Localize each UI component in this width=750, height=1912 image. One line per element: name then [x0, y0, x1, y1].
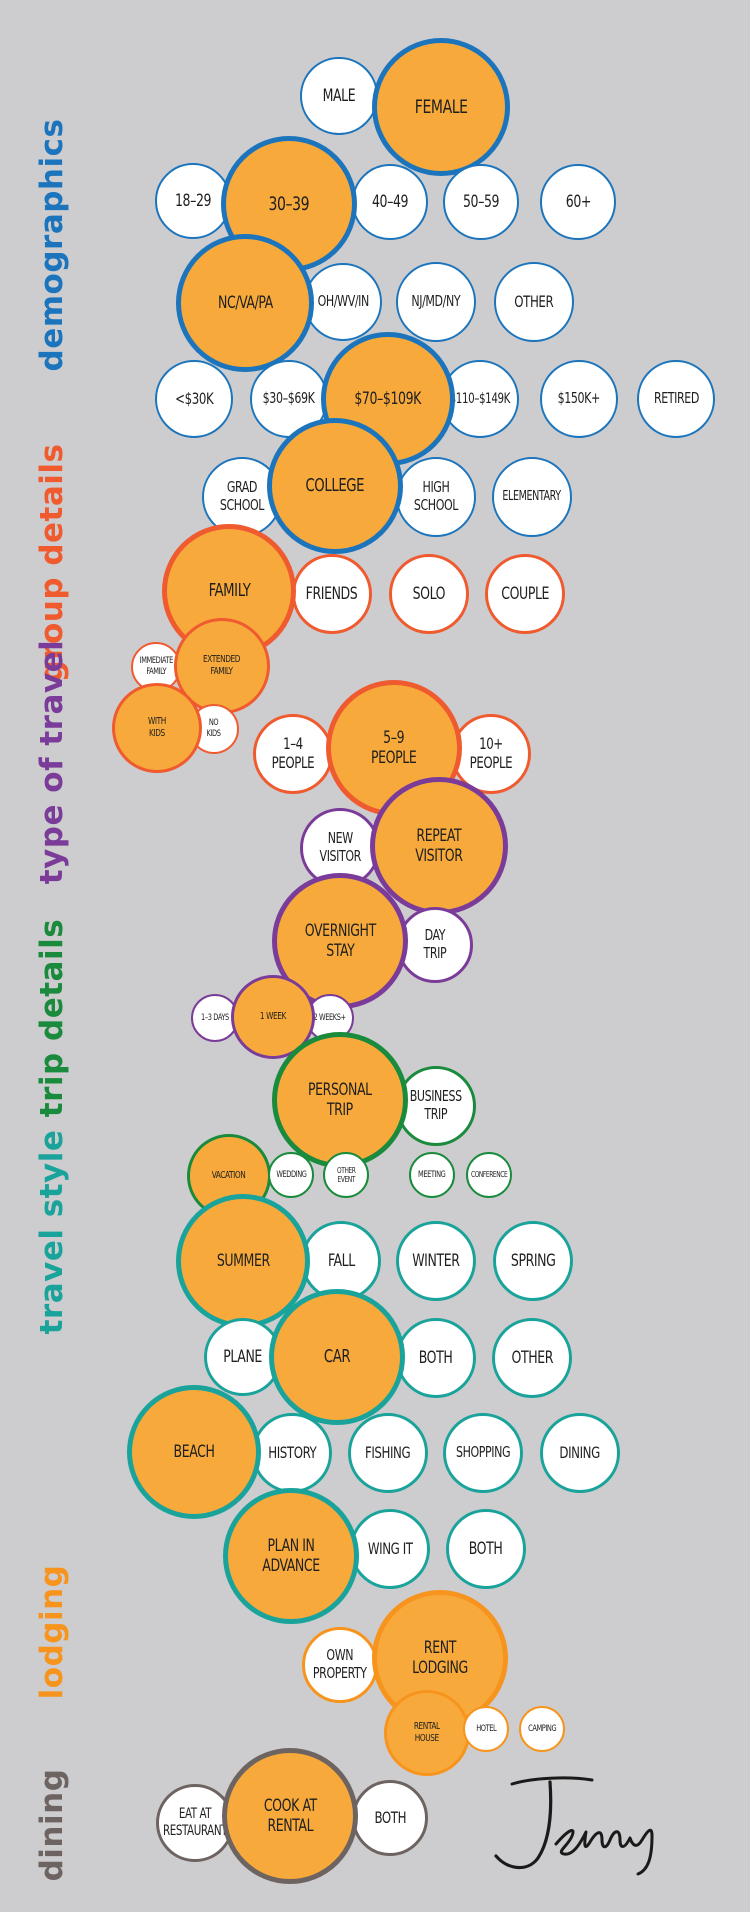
bubble-season-fall: FALL [301, 1221, 381, 1301]
bubble-size-1-4: 1–4 PEOPLE [253, 714, 333, 794]
bubble-activity-shopping: SHOPPING [443, 1413, 523, 1493]
bubble-age-40-49: 40–49 [352, 164, 428, 240]
bubble-trip-business: BUSINESS TRIP [396, 1066, 476, 1146]
bubble-planning-advance: PLAN IN ADVANCE [223, 1488, 359, 1624]
bubble-male: MALE [300, 57, 378, 135]
bubble-female: FEMALE [372, 38, 510, 176]
bubble-dining-cook: COOK AT RENTAL [222, 1748, 358, 1884]
bubble-lodging-camping: CAMPING [519, 1706, 565, 1752]
bubble-kids-with: WITH KIDS [112, 683, 202, 773]
section-label-trip-details: trip details [34, 918, 70, 1118]
bubble-planning-both: BOTH [446, 1509, 526, 1589]
bubble-edu-elementary: ELEMENTARY [492, 457, 572, 537]
bubble-group-friends: FRIENDS [292, 554, 372, 634]
bubble-purpose-conference: CONFERENCE [466, 1152, 512, 1198]
bubble-season-spring: SPRING [493, 1221, 573, 1301]
bubble-purpose-other-event: OTHER EVENT [323, 1152, 369, 1198]
bubble-planning-wing-it: WING IT [350, 1509, 430, 1589]
bubble-trip-personal: PERSONAL TRIP [272, 1032, 408, 1168]
bubble-transport-car: CAR [269, 1289, 405, 1425]
bubble-size-10-plus: 10+ PEOPLE [451, 714, 531, 794]
signature-jenny [494, 1776, 654, 1876]
bubble-region-nj-md-ny: NJ/MD/NY [396, 262, 476, 342]
bubble-purpose-wedding: WEDDING [268, 1152, 314, 1198]
bubble-activity-history: HISTORY [252, 1413, 332, 1493]
bubble-edu-high-school: HIGH SCHOOL [396, 457, 476, 537]
bubble-dining-both: BOTH [352, 1780, 428, 1856]
bubble-lodging-rental-house: RENTAL HOUSE [384, 1690, 470, 1776]
section-label-type-of-travel: type of travel [34, 639, 70, 885]
bubble-activity-fishing: FISHING [348, 1413, 428, 1493]
bubble-age-50-59: 50–59 [443, 164, 519, 240]
bubble-lodging-own-property: OWN PROPERTY [302, 1627, 378, 1703]
bubble-group-couple: COUPLE [485, 554, 565, 634]
bubble-group-solo: SOLO [389, 554, 469, 634]
bubble-income-150k-plus: $150K+ [540, 360, 618, 438]
section-label-travel-style: travel style [34, 1129, 70, 1335]
bubble-region-nc-va-pa: NC/VA/PA [176, 234, 314, 372]
bubble-region-other: OTHER [494, 262, 574, 342]
bubble-stay-day-trip: DAY TRIP [397, 907, 473, 983]
bubble-age-18-29: 18–29 [155, 163, 231, 239]
bubble-income-retired: RETIRED [637, 360, 715, 438]
bubble-dining-restaurant: EAT AT RESTAURANT [156, 1784, 234, 1862]
bubble-purpose-meeting: MEETING [409, 1152, 455, 1198]
bubble-transport-both: BOTH [396, 1318, 476, 1398]
section-label-dining: dining [34, 1768, 70, 1882]
bubble-age-60-plus: 60+ [540, 164, 616, 240]
bubble-activity-dining: DINING [540, 1413, 620, 1493]
bubble-visitor-repeat: REPEAT VISITOR [370, 777, 508, 915]
bubble-income-lt-30k: <$30K [155, 360, 233, 438]
section-label-lodging: lodging [34, 1564, 70, 1700]
bubble-season-summer: SUMMER [176, 1194, 310, 1328]
bubble-transport-other: OTHER [492, 1318, 572, 1398]
section-label-demographics: demographics [34, 118, 70, 372]
bubble-season-winter: WINTER [396, 1221, 476, 1301]
bubble-activity-beach: BEACH [127, 1385, 261, 1519]
bubble-edu-college: COLLEGE [267, 418, 403, 554]
bubble-lodging-hotel: HOTEL [463, 1706, 509, 1752]
bubble-region-oh-wv-in: OH/WV/IN [304, 263, 382, 341]
